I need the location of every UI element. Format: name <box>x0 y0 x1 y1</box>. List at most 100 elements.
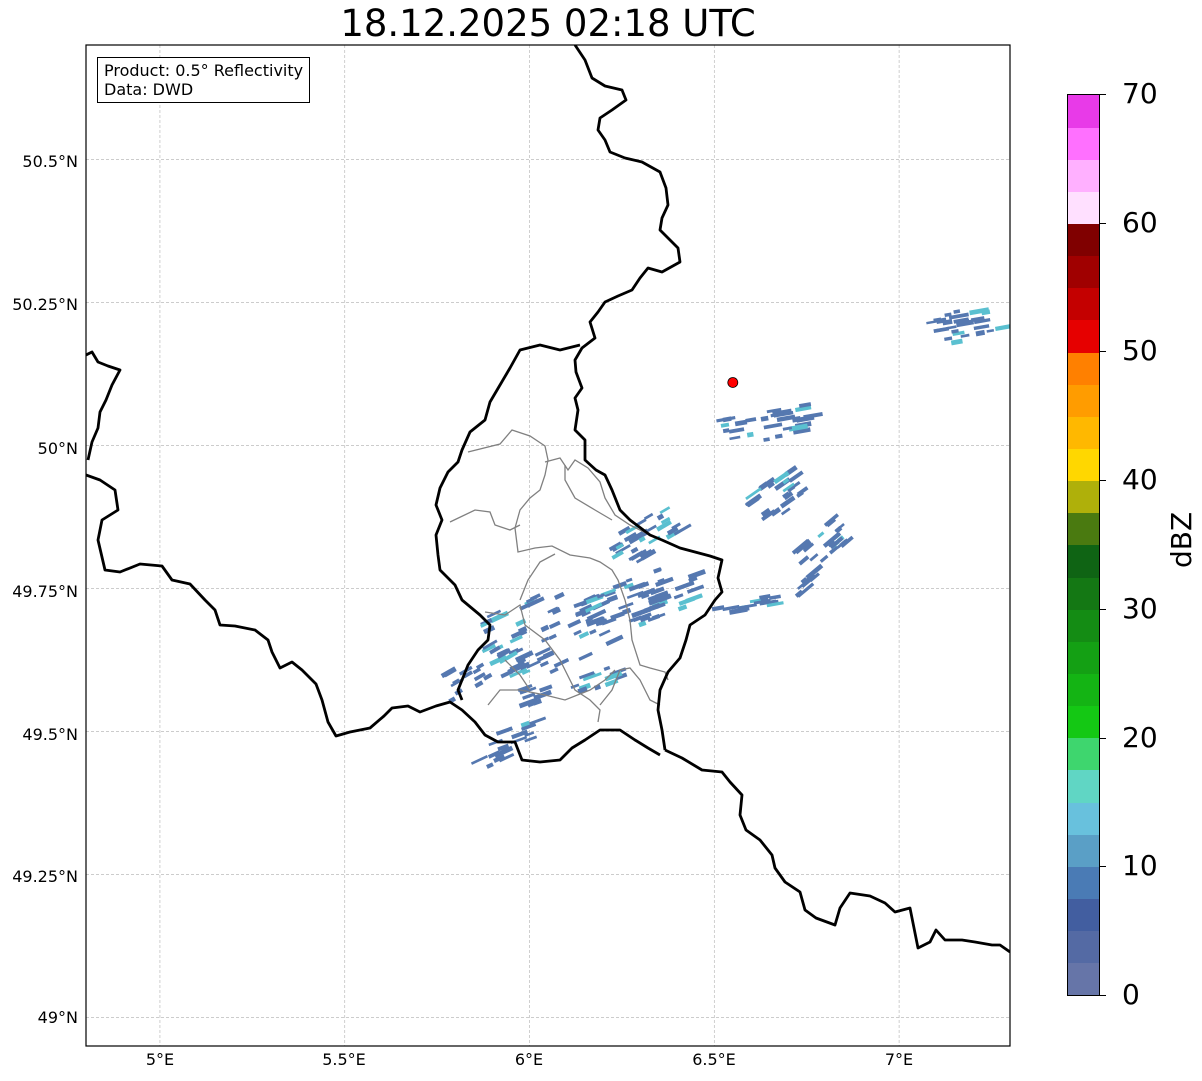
echo-cell <box>493 745 514 759</box>
admin-boundaries <box>449 429 669 723</box>
echo-cell <box>540 624 550 633</box>
echo-cell <box>666 526 679 536</box>
echo-cell <box>474 680 484 689</box>
echo-cell <box>766 481 775 489</box>
echo-cell <box>737 603 757 610</box>
echo-cell <box>553 591 565 600</box>
echo-cell <box>524 735 538 743</box>
colorbar-segment <box>1068 512 1099 546</box>
colorbar-tick-label: 10 <box>1122 849 1158 883</box>
colorbar-tick-label: 20 <box>1122 720 1158 754</box>
echo-cell <box>573 601 585 609</box>
echo-cell <box>596 616 606 623</box>
echo-cell <box>520 720 531 728</box>
echo-cell <box>647 615 661 622</box>
echo-cell <box>526 659 541 669</box>
colorbar-segment <box>1068 834 1099 867</box>
echo-cell <box>678 596 696 606</box>
echo-cell <box>518 697 538 709</box>
echo-cell <box>570 683 580 689</box>
echo-cell <box>539 684 553 693</box>
echo-cell <box>625 577 633 583</box>
echo-cell <box>584 602 603 614</box>
colorbar-segment <box>1068 737 1099 771</box>
echo-cell <box>955 319 975 328</box>
echo-cell <box>722 428 730 434</box>
echo-cell <box>603 665 611 672</box>
echo-cell <box>638 536 646 543</box>
echo-cell <box>798 555 810 566</box>
colorbar-tick-label: 60 <box>1122 205 1158 239</box>
colorbar-segment <box>1068 191 1099 225</box>
echo-cell <box>638 548 648 558</box>
echo-cell <box>473 672 486 682</box>
echo-cell <box>763 437 770 442</box>
info-box: Product: 0.5° Reflectivity Data: DWD <box>97 57 311 103</box>
echo-cell <box>507 663 523 675</box>
echo-cell <box>600 588 617 597</box>
echo-cell <box>489 610 510 624</box>
echo-cell <box>462 670 473 679</box>
radar-site-marker[interactable] <box>727 377 739 388</box>
echo-cell <box>598 609 606 615</box>
echo-cell <box>534 646 551 657</box>
echo-cell <box>788 423 808 432</box>
echo-cell <box>517 626 528 634</box>
echo-cell <box>577 686 588 694</box>
colorbar-segment <box>1068 384 1099 417</box>
colorbar-segment <box>1068 673 1099 707</box>
echo-cell <box>475 662 485 670</box>
echo-cell <box>536 651 554 663</box>
echo-cell <box>802 542 815 553</box>
echo-cell <box>969 307 990 316</box>
echo-cell <box>444 668 457 678</box>
echo-cell <box>605 634 624 647</box>
y-tick-label: 49.75°N <box>12 582 78 601</box>
echo-cell <box>493 754 506 763</box>
echo-cell <box>628 615 642 623</box>
echo-cell <box>622 607 632 615</box>
echo-cell <box>957 319 970 324</box>
echo-cell <box>745 487 762 501</box>
colorbar-tick-label: 40 <box>1122 463 1158 497</box>
echo-cell <box>809 553 819 562</box>
echo-cell <box>596 593 606 599</box>
echo-cell <box>833 532 842 540</box>
echo-cell <box>645 604 660 613</box>
echo-cell <box>782 478 790 485</box>
echo-cell <box>981 309 991 316</box>
echo-cell <box>975 329 986 337</box>
colorbar-segment <box>1068 898 1099 932</box>
y-tick-label: 49.5°N <box>22 725 78 744</box>
colorbar-segment <box>1068 545 1099 578</box>
echo-cell <box>598 629 611 637</box>
x-tick-label: 5°E <box>145 1050 175 1069</box>
echo-cell <box>734 419 748 427</box>
colorbar-segment <box>1068 95 1099 128</box>
colorbar-segment <box>1068 705 1099 739</box>
colorbar-segment <box>1068 930 1099 964</box>
echo-cell <box>640 593 650 600</box>
echo-cell <box>722 604 740 612</box>
echo-cell <box>578 671 595 680</box>
echo-cell <box>746 431 754 438</box>
echo-cell <box>659 506 671 515</box>
echo-cell <box>539 660 549 668</box>
echo-cell <box>549 667 559 675</box>
echo-cell <box>658 593 672 603</box>
echo-cell <box>950 338 963 346</box>
echo-cell <box>522 692 536 700</box>
echo-cell <box>470 755 488 765</box>
echo-cell <box>761 509 776 522</box>
x-tick-label: 7°E <box>884 1050 914 1069</box>
echo-cell <box>611 550 624 560</box>
y-tick-label: 49°N <box>37 1008 78 1027</box>
y-tick-label: 49.25°N <box>12 867 78 886</box>
colorbar-segment <box>1068 127 1099 160</box>
echo-cell <box>649 586 665 596</box>
echo-cell <box>779 495 796 509</box>
echo-cell <box>524 731 535 738</box>
echo-cell <box>472 667 482 675</box>
echo-cell <box>782 482 795 493</box>
